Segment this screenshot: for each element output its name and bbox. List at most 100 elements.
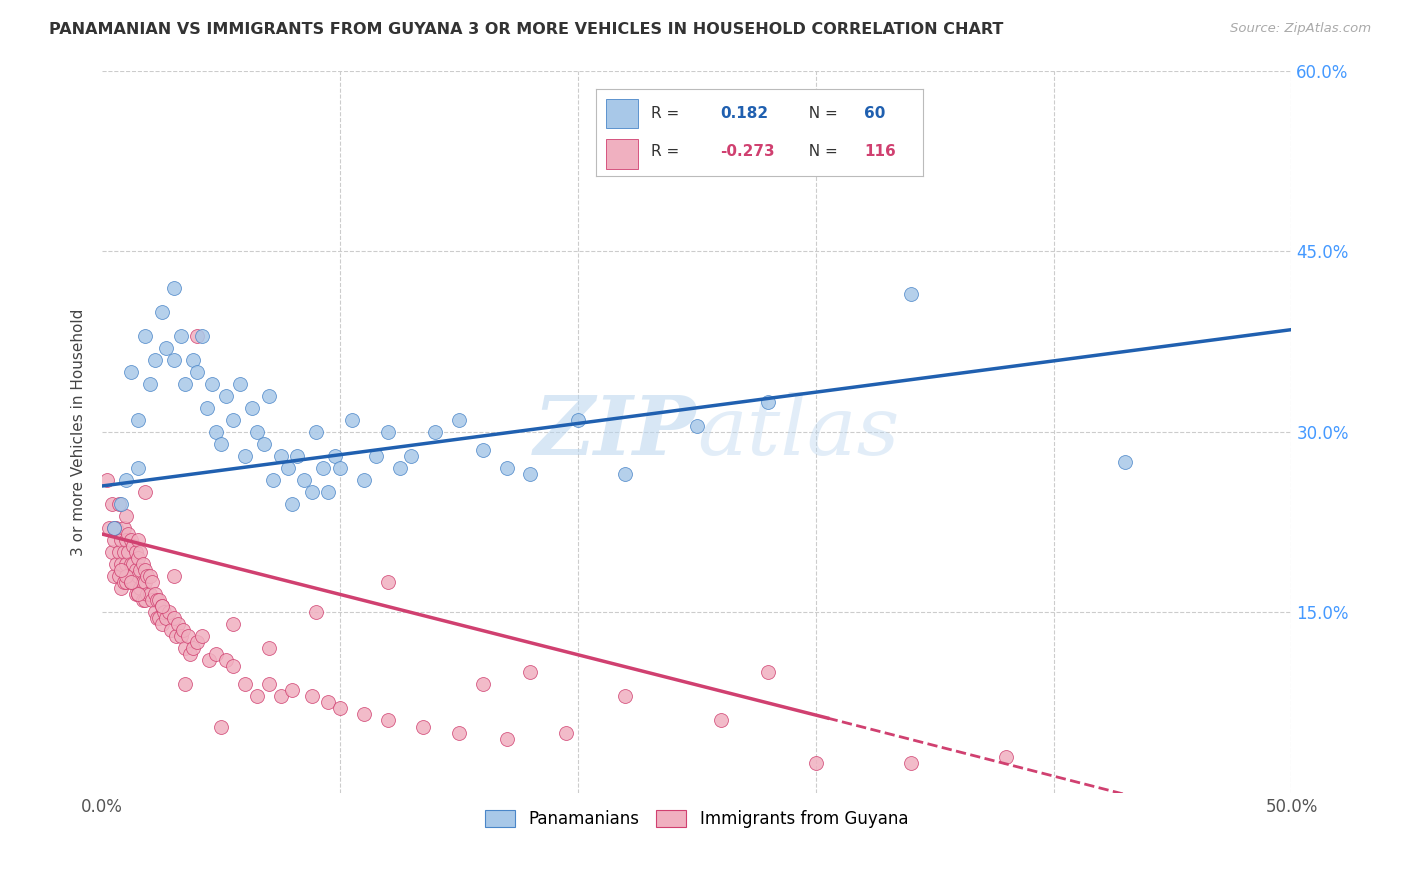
Point: [122, 575, 145, 590]
Point: [143, 352, 166, 367]
Point: [172, 624, 194, 638]
Point: [105, 557, 128, 571]
Point: [353, 707, 375, 722]
Point: [233, 677, 256, 691]
Point: [127, 587, 149, 601]
Point: [146, 593, 169, 607]
Point: [127, 533, 149, 547]
Point: [174, 677, 197, 691]
Point: [120, 533, 142, 547]
Point: [139, 376, 162, 391]
Point: [108, 545, 131, 559]
Point: [131, 557, 153, 571]
Point: [186, 635, 208, 649]
Point: [162, 280, 184, 294]
Point: [205, 425, 228, 439]
Text: atlas: atlas: [697, 392, 900, 472]
Point: [155, 611, 177, 625]
Point: [167, 617, 190, 632]
Point: [195, 401, 218, 415]
Point: [186, 328, 208, 343]
Point: [301, 485, 323, 500]
Point: [127, 461, 149, 475]
Point: [127, 569, 149, 583]
Point: [117, 527, 139, 541]
Point: [115, 533, 138, 547]
Point: [257, 389, 280, 403]
Point: [305, 425, 328, 439]
Point: [495, 461, 517, 475]
Point: [209, 437, 232, 451]
Point: [134, 328, 156, 343]
Y-axis label: 3 or more Vehicles in Household: 3 or more Vehicles in Household: [72, 308, 86, 556]
Point: [112, 575, 135, 590]
Point: [162, 611, 184, 625]
Point: [555, 725, 578, 739]
Point: [246, 690, 269, 704]
Point: [614, 690, 637, 704]
Point: [96, 473, 118, 487]
Point: [122, 557, 145, 571]
Point: [136, 569, 159, 583]
Point: [148, 593, 170, 607]
Point: [115, 509, 138, 524]
Point: [995, 749, 1018, 764]
Point: [108, 569, 131, 583]
Point: [301, 690, 323, 704]
Text: PANAMANIAN VS IMMIGRANTS FROM GUYANA 3 OR MORE VEHICLES IN HOUSEHOLD CORRELATION: PANAMANIAN VS IMMIGRANTS FROM GUYANA 3 O…: [49, 22, 1004, 37]
Point: [177, 629, 200, 643]
Point: [329, 461, 352, 475]
Point: [229, 376, 252, 391]
Point: [120, 575, 142, 590]
Point: [136, 587, 159, 601]
Point: [329, 701, 352, 715]
Point: [129, 545, 152, 559]
Point: [115, 575, 138, 590]
Point: [153, 605, 176, 619]
Point: [257, 641, 280, 656]
Point: [191, 328, 214, 343]
Point: [134, 485, 156, 500]
Point: [316, 696, 339, 710]
Point: [134, 563, 156, 577]
Point: [756, 665, 779, 680]
Point: [112, 545, 135, 559]
Point: [120, 557, 142, 571]
Point: [146, 611, 169, 625]
Point: [112, 521, 135, 535]
Point: [115, 569, 138, 583]
Point: [240, 401, 263, 415]
Point: [471, 442, 494, 457]
Point: [377, 575, 399, 590]
Point: [110, 557, 132, 571]
Point: [129, 563, 152, 577]
Point: [143, 605, 166, 619]
Point: [312, 461, 335, 475]
Point: [353, 473, 375, 487]
Point: [447, 413, 470, 427]
Point: [174, 376, 197, 391]
Point: [115, 473, 138, 487]
Point: [181, 641, 204, 656]
Point: [388, 461, 411, 475]
Point: [686, 418, 709, 433]
Point: [117, 545, 139, 559]
Point: [425, 425, 447, 439]
Point: [110, 497, 132, 511]
Point: [222, 617, 245, 632]
Point: [257, 677, 280, 691]
Point: [233, 449, 256, 463]
Point: [277, 461, 299, 475]
Point: [209, 719, 232, 733]
Point: [281, 683, 304, 698]
Point: [127, 551, 149, 566]
Point: [253, 437, 276, 451]
Point: [124, 563, 146, 577]
Point: [900, 286, 922, 301]
Point: [108, 497, 131, 511]
Point: [804, 756, 827, 770]
Point: [179, 648, 201, 662]
Point: [150, 599, 173, 614]
Point: [139, 569, 162, 583]
Point: [120, 575, 142, 590]
